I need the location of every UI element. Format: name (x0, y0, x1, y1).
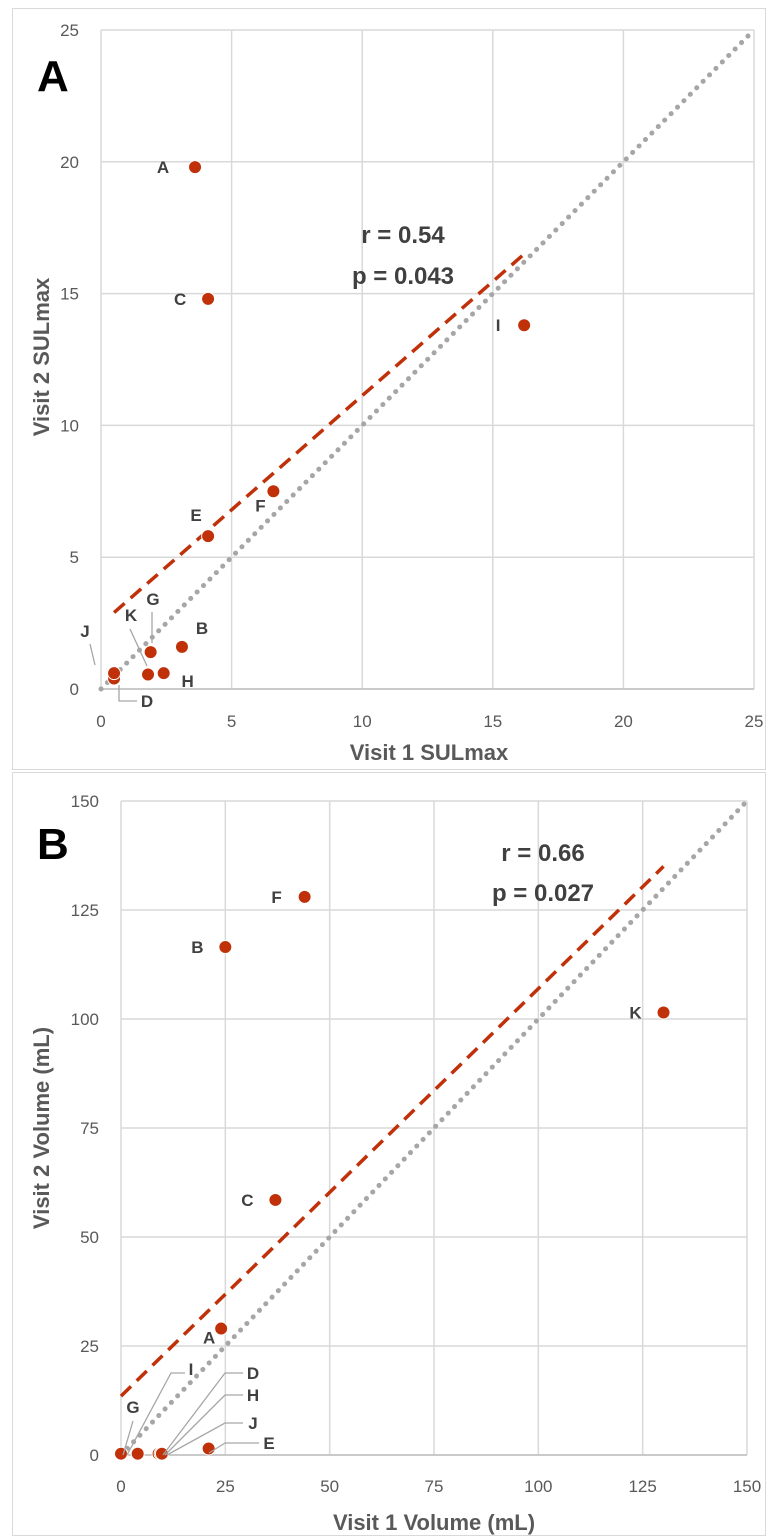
leader-line-e (208, 1442, 259, 1454)
y-tick-label: 20 (60, 153, 79, 172)
point-label-i: I (189, 1360, 194, 1379)
point-label-f: F (255, 496, 265, 515)
chart-a-svg: 0 5 10 15 20 25 0 5 10 15 20 25 A B C E F H I GK J D A r = 0… (29, 21, 764, 765)
data-point-e (201, 1441, 216, 1456)
leader-line-g (122, 1420, 134, 1456)
x-tick-label: 75 (425, 1477, 444, 1496)
data-point-i (517, 318, 532, 333)
leader-line-k (129, 628, 148, 667)
x-tick-label: 150 (733, 1477, 761, 1496)
y-tick-label: 0 (90, 1446, 99, 1465)
x-tick-label: 25 (216, 1477, 235, 1496)
point-label-h: H (182, 672, 194, 691)
point-label-b: B (191, 938, 203, 957)
x-tick-label: 25 (745, 712, 764, 731)
point-label-c: C (174, 290, 186, 309)
y-tick-label: 10 (60, 416, 79, 435)
data-point-f (297, 889, 312, 904)
data-point-b (174, 639, 189, 654)
data-point-k (141, 667, 156, 682)
trend-line (119, 865, 665, 1398)
y-tick-label: 50 (80, 1228, 99, 1247)
data-point-a (214, 1321, 229, 1336)
y-tick-label: 150 (71, 792, 99, 811)
p-value: p = 0.027 (492, 880, 594, 907)
y-tick-label: 100 (71, 1010, 99, 1029)
x-tick-label: 20 (614, 712, 633, 731)
point-label-k: K (125, 606, 138, 625)
point-label-j: J (248, 1414, 257, 1433)
data-point-h (156, 666, 171, 681)
x-axis-label: Visit 1 Volume (mL) (333, 1510, 535, 1535)
data-point-c (268, 1192, 283, 1207)
point-label-g: G (126, 1398, 139, 1417)
x-tick-label: 100 (524, 1477, 552, 1496)
leader-line-d (162, 1372, 243, 1456)
y-tick-label: 25 (80, 1337, 99, 1356)
identity-line (98, 27, 757, 692)
data-point-g (143, 645, 158, 660)
panel-letter: B (37, 820, 69, 869)
leader-line-j (89, 643, 96, 666)
y-tick-label: 125 (71, 901, 99, 920)
point-label-e: E (263, 1434, 274, 1453)
point-label-a: A (203, 1329, 215, 1348)
x-tick-label: 10 (353, 712, 372, 731)
r-value: r = 0.66 (501, 840, 584, 867)
leader-line-j (166, 1422, 243, 1456)
x-tick-label: 125 (628, 1477, 656, 1496)
leader-line-i (126, 1372, 185, 1456)
data-point-i (130, 1446, 145, 1461)
y-tick-label: 75 (80, 1119, 99, 1138)
data-point-e (201, 529, 216, 544)
y-tick-label: 0 (70, 680, 79, 699)
point-label-e: E (190, 506, 201, 525)
leader-line-h (164, 1394, 243, 1456)
panel-b: 0 25 50 75 100 125 150 0 25 50 75 100 125 150 A B C F K G I… (12, 772, 766, 1536)
x-tick-label: 0 (96, 712, 105, 731)
data-point-a (188, 160, 203, 175)
y-tick-label: 15 (60, 285, 79, 304)
point-label-k: K (629, 1003, 642, 1022)
point-label-c: C (241, 1191, 253, 1210)
y-tick-label: 25 (60, 21, 79, 40)
point-label-h: H (247, 1386, 259, 1405)
point-label-d: D (141, 692, 153, 711)
point-label-g: G (146, 590, 159, 609)
r-value: r = 0.54 (361, 222, 445, 249)
data-point-c (201, 291, 216, 306)
point-label-f: F (271, 888, 281, 907)
data-point-b (218, 940, 233, 955)
x-tick-label: 5 (227, 712, 236, 731)
panel-letter: A (37, 52, 69, 101)
data-point-g (114, 1446, 128, 1461)
identity-line (118, 798, 750, 1458)
x-axis-label: Visit 1 SULmax (350, 740, 509, 765)
point-label-i: I (496, 316, 501, 335)
point-label-d: D (247, 1364, 259, 1383)
leader-line-d (118, 685, 137, 702)
point-label-j: J (80, 622, 89, 641)
point-label-a: A (157, 158, 169, 177)
y-axis-label: Visit 2 SULmax (29, 277, 54, 436)
y-tick-label: 5 (70, 548, 79, 567)
data-point-k (656, 1005, 671, 1020)
x-tick-label: 0 (116, 1477, 125, 1496)
x-tick-label: 15 (483, 712, 502, 731)
data-point-j (107, 666, 122, 681)
x-tick-label: 50 (320, 1477, 339, 1496)
y-axis-label: Visit 2 Volume (mL) (29, 1027, 54, 1229)
p-value: p = 0.043 (352, 263, 454, 290)
trend-line (112, 252, 526, 614)
data-point-f (266, 484, 281, 499)
point-label-b: B (196, 619, 208, 638)
chart-b-svg: 0 25 50 75 100 125 150 0 25 50 75 100 125 150 A B C F K G I… (29, 792, 761, 1535)
